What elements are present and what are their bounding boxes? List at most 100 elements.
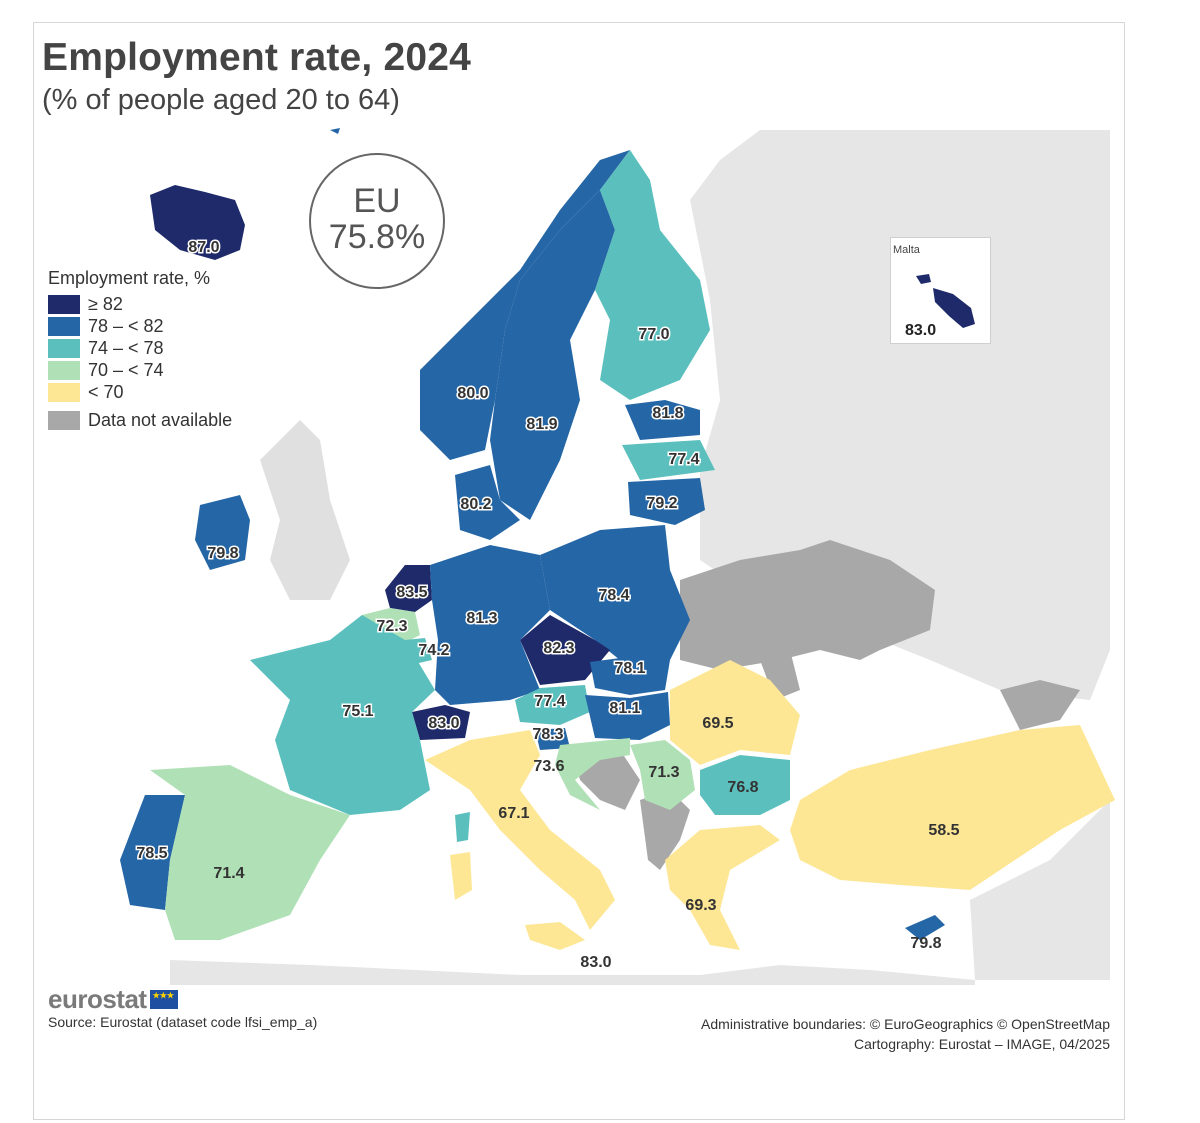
credits-cartography: Cartography: Eurostat – IMAGE, 04/2025 xyxy=(853,1036,1110,1052)
region-shape-germany xyxy=(430,545,550,705)
value-label-france: 75.1 xyxy=(342,703,373,720)
eurostat-logo: eurostat xyxy=(48,984,178,1015)
legend-title: Employment rate, % xyxy=(48,268,211,288)
region-shape-switzerland xyxy=(412,705,470,740)
value-label-luxembourg: 74.2 xyxy=(418,642,449,659)
region-shape-denmark xyxy=(455,465,520,540)
region-shape-serbia xyxy=(630,740,695,810)
value-label-slovenia: 78.3 xyxy=(532,726,563,743)
value-label-iceland: 87.0 xyxy=(188,239,219,256)
legend-label: 74 – < 78 xyxy=(88,337,164,358)
value-label-ireland: 79.8 xyxy=(207,545,238,562)
legend-label: ≥ 82 xyxy=(88,293,123,314)
legend-label: < 70 xyxy=(88,381,124,402)
eu-flag-icon xyxy=(149,990,178,1009)
region-shape-romania xyxy=(670,660,800,765)
legend-item: 70 – < 74 xyxy=(48,359,232,381)
value-label-belgium: 72.3 xyxy=(376,618,407,635)
region-shape-latvia xyxy=(622,440,715,480)
legend-swatch xyxy=(48,360,80,380)
credits-boundaries: Administrative boundaries: © EuroGeograp… xyxy=(701,1016,1110,1032)
value-label-malta: 83.0 xyxy=(580,954,611,971)
value-label-poland: 78.4 xyxy=(598,587,629,604)
eu-value: 75.8% xyxy=(328,218,426,256)
value-label-serbia: 71.3 xyxy=(648,764,679,781)
value-label-cyprus: 79.8 xyxy=(910,935,941,952)
region-shape-france xyxy=(250,615,435,815)
legend-label: 78 – < 82 xyxy=(88,315,164,336)
value-label-spain: 71.4 xyxy=(213,865,244,882)
region-shape-lithuania xyxy=(628,478,705,525)
region-shape-turkiye xyxy=(790,725,1115,890)
value-label-bulgaria: 76.8 xyxy=(727,779,758,796)
malta-inset-name: Malta xyxy=(893,244,920,256)
value-label-netherlands: 83.5 xyxy=(396,584,427,601)
region-shape-estonia xyxy=(625,400,700,440)
country-shapes xyxy=(120,150,1115,950)
malta-inset: Malta 83.0 xyxy=(890,237,991,344)
value-label-slovakia: 78.1 xyxy=(614,660,645,677)
legend-swatch xyxy=(48,294,80,314)
region-shape-ireland xyxy=(195,495,250,570)
value-label-denmark: 80.2 xyxy=(460,496,491,513)
credits: Administrative boundaries: © EuroGeograp… xyxy=(701,1014,1110,1054)
region-shape-bulgaria xyxy=(700,755,790,815)
legend-swatch-na xyxy=(48,410,80,430)
region-shape-sicily xyxy=(525,922,585,950)
legend-swatch xyxy=(48,382,80,402)
legend-label: 70 – < 74 xyxy=(88,359,164,380)
value-label-austria: 77.4 xyxy=(534,693,565,710)
region-shape-austria xyxy=(515,685,590,725)
no-data-regions xyxy=(575,540,1080,870)
eu-label: EU xyxy=(353,182,401,220)
value-label-finland: 77.0 xyxy=(638,326,669,343)
value-label-czechia: 82.3 xyxy=(543,640,574,657)
region-shape-hungary xyxy=(585,692,670,740)
eu-average-badge: EU 75.8% xyxy=(309,153,445,289)
legend-item: < 70 xyxy=(48,381,232,403)
legend-item: 78 – < 82 xyxy=(48,315,232,337)
region-shape-corsica xyxy=(455,812,470,842)
region-shape-cyprus xyxy=(905,915,945,940)
region-shape-finland xyxy=(595,150,710,400)
source-note: Source: Eurostat (dataset code lfsi_emp_… xyxy=(48,1014,318,1030)
value-label-croatia: 73.6 xyxy=(533,758,564,775)
legend-item: ≥ 82 xyxy=(48,293,232,315)
malta-inset-value: 83.0 xyxy=(905,322,937,339)
value-label-sweden: 81.9 xyxy=(526,416,557,433)
region-shape-slovakia xyxy=(590,658,670,695)
value-label-estonia: 81.8 xyxy=(652,405,683,422)
value-label-trkiye: 58.5 xyxy=(928,822,959,839)
map-title: Employment rate, 2024 xyxy=(42,36,472,79)
region-shape-croatia xyxy=(555,738,630,810)
region-shape-norway xyxy=(420,150,630,460)
region-shape-netherlands xyxy=(385,565,432,612)
value-label-norway: 80.0 xyxy=(457,385,488,402)
region-shape-portugal xyxy=(120,795,185,910)
region-shape-poland xyxy=(540,525,690,660)
value-label-latvia: 77.4 xyxy=(668,451,699,468)
region-shape-czechia xyxy=(520,615,610,685)
value-label-greece: 69.3 xyxy=(685,897,716,914)
value-label-germany: 81.3 xyxy=(466,610,497,627)
legend-swatch xyxy=(48,338,80,358)
value-label-romania: 69.5 xyxy=(702,715,733,732)
value-label-hungary: 81.1 xyxy=(609,700,640,717)
region-shape-iceland xyxy=(150,185,245,260)
value-label-portugal: 78.5 xyxy=(136,845,167,862)
value-label-lithuania: 79.2 xyxy=(646,495,677,512)
value-label-italy: 67.1 xyxy=(498,805,529,822)
logo-text: eurostat xyxy=(48,984,147,1014)
legend-swatch xyxy=(48,316,80,336)
region-shape-slovenia xyxy=(535,728,570,750)
region-shape-italy xyxy=(425,730,615,930)
legend: Employment rate, % ≥ 82 78 – < 82 74 – <… xyxy=(48,268,232,431)
legend-item: 74 – < 78 xyxy=(48,337,232,359)
malta-shape xyxy=(916,274,975,328)
region-shape-sardinia xyxy=(450,852,472,900)
value-labels: 87.0 80.0 81.9 77.0 81.8 77.4 79.2 80.2 79.8 83.5… xyxy=(135,238,960,972)
legend-item-na: Data not available xyxy=(48,409,232,431)
legend-label-na: Data not available xyxy=(88,409,233,430)
map-subtitle: (% of people aged 20 to 64) xyxy=(42,84,400,116)
